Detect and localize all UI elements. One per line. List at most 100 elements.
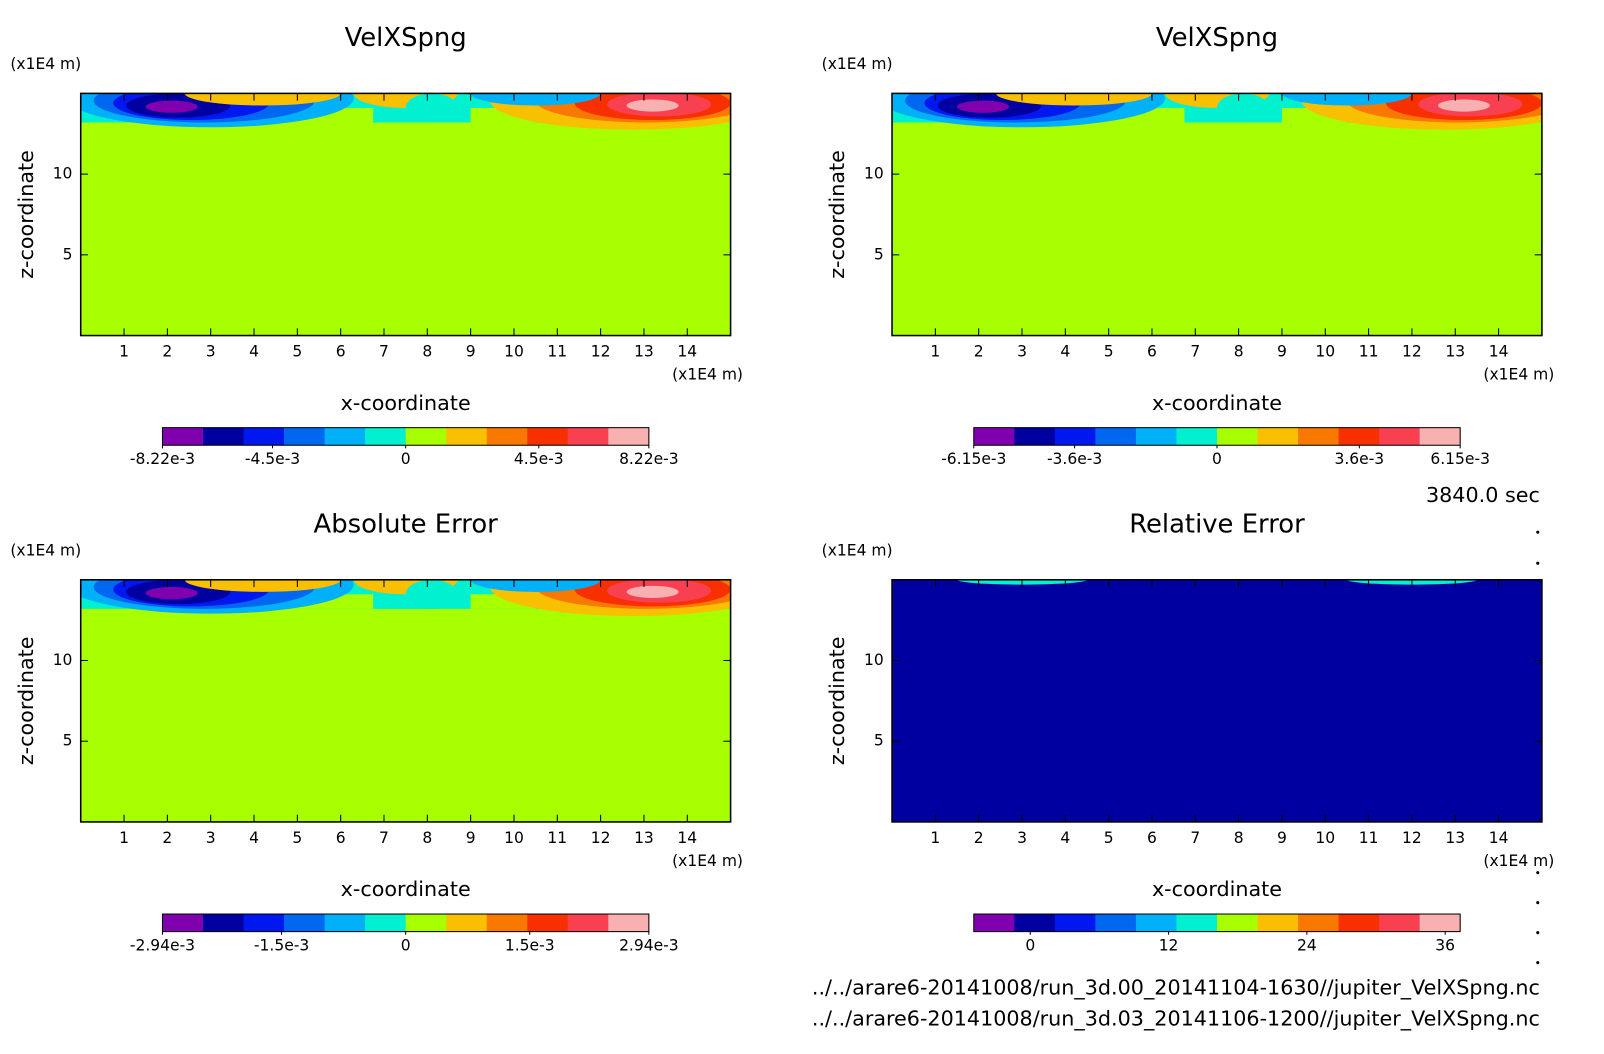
colorbar-segment [1095, 427, 1137, 446]
field-background [892, 579, 1542, 822]
contour-region [470, 93, 601, 106]
contour-region [1074, 579, 1360, 604]
colorbar-segment [608, 914, 650, 932]
colorbar-segment [243, 427, 285, 446]
y-tick-label: 10 [864, 651, 884, 669]
contour-region [405, 93, 458, 123]
chart-title: VelXSpng [1156, 23, 1278, 53]
x-tick-label: 13 [634, 829, 654, 847]
x-tick-label: 12 [591, 829, 611, 847]
colorbar-segment [1014, 427, 1056, 446]
y-axis-label: z-coordinate [825, 637, 849, 766]
x-tick-label: 8 [422, 343, 432, 361]
colorbar-segment [1216, 427, 1259, 446]
x-tick-label: 3 [206, 343, 216, 361]
x-tick-label: 2 [974, 343, 984, 361]
colorbar-tick-label: -2.94e-3 [130, 937, 195, 955]
x-tick-label: 1 [119, 829, 129, 847]
colorbar-segment [973, 427, 1015, 446]
x-tick-label: 6 [1147, 343, 1157, 361]
y-tick-label: 10 [864, 165, 884, 183]
x-tick-label: 5 [1104, 343, 1114, 361]
y-tick-label: 5 [63, 732, 73, 750]
colorbar-tick-label: -1.5e-3 [254, 937, 309, 955]
x-tick-label: 7 [379, 829, 389, 847]
colorbar-segment [284, 914, 326, 932]
x-tick-label: 14 [677, 829, 697, 847]
x-tick-label: 11 [547, 829, 567, 847]
x-tick-label: 5 [292, 829, 302, 847]
contour-region [1437, 99, 1490, 112]
colorbar-segment [1054, 914, 1096, 932]
colorbar-segment [1419, 427, 1461, 446]
contour-region [626, 99, 679, 112]
colorbar-segment [1135, 427, 1177, 446]
x-tick-label: 2 [162, 343, 172, 361]
contour-region [957, 100, 1010, 113]
plot-frame [79, 579, 732, 823]
x-unit: (x1E4 m) [672, 852, 743, 870]
x-tick-label: 1 [119, 343, 129, 361]
y-tick-label: 10 [53, 651, 73, 669]
y-tick-label: 5 [874, 245, 884, 263]
colorbar-segment [324, 914, 366, 932]
colorbar-segment [405, 427, 447, 446]
file-path: ../../arare6-20141008/run_3d.03_20141106… [812, 1007, 1540, 1032]
x-tick-label: 4 [249, 829, 259, 847]
field-background [80, 579, 731, 822]
contour-region [1216, 93, 1269, 123]
y-unit: (x1E4 m) [822, 541, 893, 559]
colorbar-tick-label: 1.5e-3 [505, 937, 555, 955]
x-tick-label: 14 [677, 343, 697, 361]
x-tick-label: 14 [1489, 343, 1509, 361]
plot-frame [79, 92, 732, 337]
x-tick-label: 12 [1402, 343, 1422, 361]
x-tick-label: 13 [1445, 829, 1465, 847]
colorbar-tick-label: 0 [1025, 937, 1035, 955]
x-tick-label: 2 [162, 829, 172, 847]
colorbar-segment [1095, 914, 1137, 932]
colorbar-segment [324, 427, 366, 446]
x-tick-label: 7 [1190, 829, 1200, 847]
contour-field [80, 93, 731, 336]
x-tick-label: 1 [930, 343, 940, 361]
colorbar-tick-label: 4.5e-3 [514, 450, 564, 468]
x-tick-label: 6 [336, 343, 346, 361]
x-tick-label: 11 [1359, 343, 1379, 361]
colorbar-segment [567, 427, 609, 446]
colorbar-tick-label: 3.6e-3 [1334, 450, 1384, 468]
chart-title: Relative Error [1129, 509, 1305, 539]
colorbar-tick-label: 6.15e-3 [1430, 450, 1490, 468]
field-background [892, 93, 1542, 336]
colorbar-tick-label: 8.22e-3 [619, 450, 679, 468]
colorbar-segment [1014, 914, 1056, 932]
x-tick-label: 4 [1060, 829, 1070, 847]
y-unit: (x1E4 m) [822, 55, 893, 73]
colorbar-segment [1298, 427, 1340, 446]
colorbar-tick-label: -3.6e-3 [1047, 450, 1102, 468]
x-tick-label: 13 [1445, 343, 1465, 361]
y-axis-label: z-coordinate [14, 150, 38, 279]
colorbar-segment [1054, 427, 1096, 446]
colorbar-segment [1379, 914, 1421, 932]
colorbar-tick-label: -4.5e-3 [245, 450, 300, 468]
colorbar-segment [567, 914, 609, 932]
colorbar-segment [243, 914, 285, 932]
colorbar-segment [608, 427, 650, 446]
x-tick-label: 4 [1060, 343, 1070, 361]
x-unit: (x1E4 m) [672, 365, 743, 383]
x-tick-label: 12 [591, 343, 611, 361]
contour-region [184, 579, 341, 592]
y-unit: (x1E4 m) [10, 55, 81, 73]
colorbar-segment [1419, 914, 1461, 932]
contour-region [184, 93, 341, 106]
y-tick-label: 10 [53, 165, 73, 183]
x-tick-label: 1 [930, 829, 940, 847]
time-label: 3840.0 sec [1426, 483, 1540, 507]
colorbar-segment [1379, 427, 1421, 446]
colorbar-tick-label: 0 [1212, 450, 1222, 468]
colorbar-segment [1176, 914, 1218, 932]
y-axis-label: z-coordinate [825, 150, 849, 279]
x-unit: (x1E4 m) [1483, 365, 1554, 383]
chart-title: VelXSpng [345, 23, 467, 53]
